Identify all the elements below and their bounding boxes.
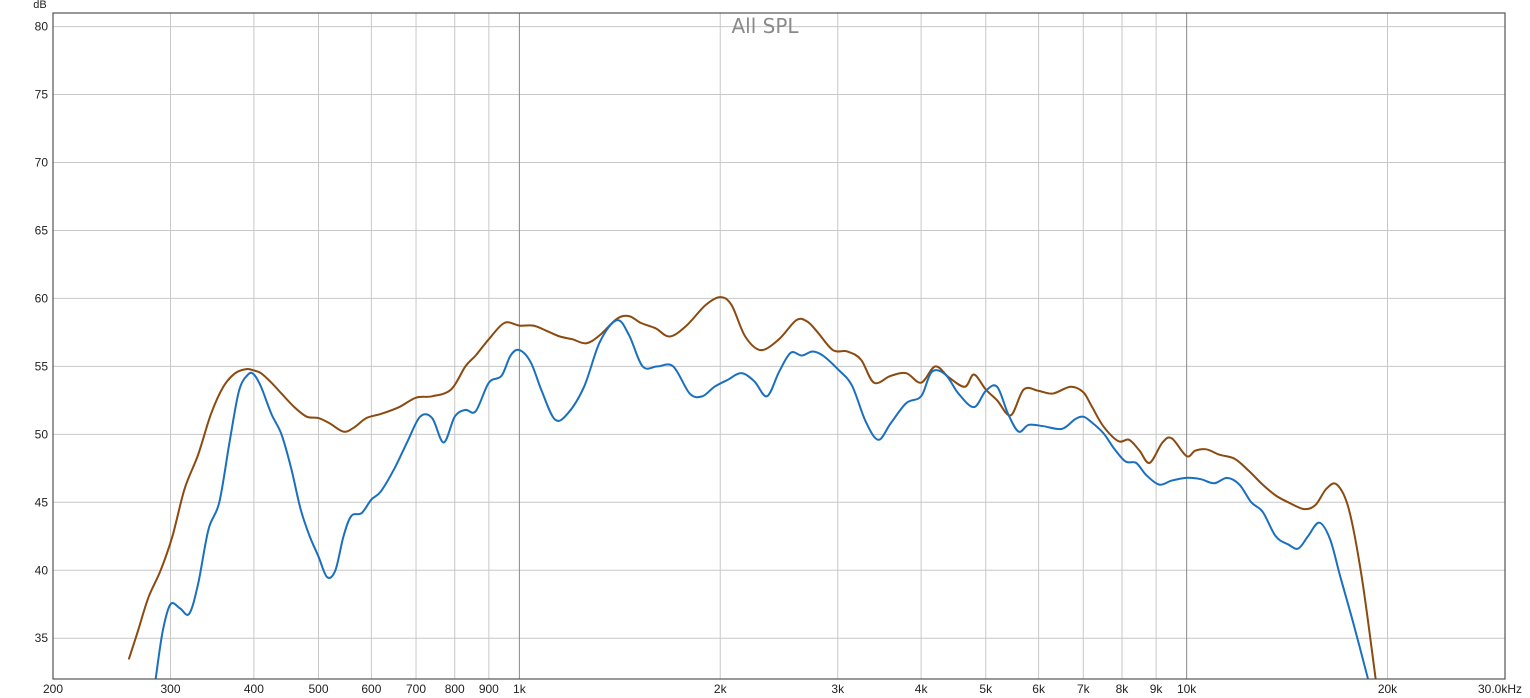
x-tick-label: 700 (406, 682, 426, 696)
x-tick-label: 1k (513, 682, 527, 696)
y-tick-label: 35 (35, 631, 49, 645)
x-tick-label: 300 (160, 682, 180, 696)
y-unit-label: dB (33, 0, 46, 11)
axis-labels: 35 40 45 50 55 60 65 70 75 80 200 300 400 500 600 700 80… (35, 20, 1522, 696)
y-tick-label: 50 (35, 427, 49, 441)
y-tick-label: 60 (35, 291, 49, 305)
y-tick-label: 45 (35, 495, 49, 509)
x-tick-label: 500 (309, 682, 329, 696)
y-tick-label: 75 (35, 88, 49, 102)
series-line-brown (128, 296, 1377, 679)
plot-background (53, 13, 1505, 679)
x-tick-label: 2k (714, 682, 728, 696)
x-tick-label: 30.0kHz (1478, 682, 1522, 696)
x-tick-label: 9k (1150, 682, 1164, 696)
y-tick-label: 40 (35, 563, 49, 577)
x-tick-label: 3k (831, 682, 845, 696)
x-tick-label: 900 (479, 682, 499, 696)
y-tick-label: 55 (35, 359, 49, 373)
x-tick-label: 5k (979, 682, 993, 696)
series-lines (128, 296, 1377, 679)
x-tick-label: 20k (1378, 682, 1398, 696)
grid (53, 13, 1505, 679)
plot-frame (52, 12, 1506, 680)
chart-title: All SPL (731, 14, 799, 38)
x-tick-label: 800 (445, 682, 465, 696)
x-tick-label: 7k (1077, 682, 1091, 696)
x-tick-label: 6k (1032, 682, 1046, 696)
y-tick-label: 80 (35, 20, 49, 34)
x-tick-label: 600 (361, 682, 381, 696)
y-tick-label: 65 (35, 223, 49, 237)
y-tick-label: 70 (35, 156, 49, 170)
x-tick-label: 200 (43, 682, 63, 696)
x-tick-label: 400 (244, 682, 264, 696)
x-tick-label: 4k (915, 682, 929, 696)
x-tick-label: 10k (1177, 682, 1197, 696)
x-tick-label: 8k (1116, 682, 1130, 696)
series-line-blue (154, 319, 1370, 679)
